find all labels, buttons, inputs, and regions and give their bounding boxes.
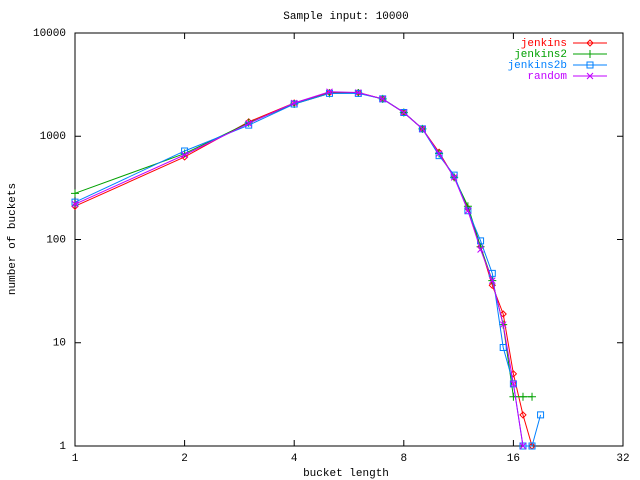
x-tick-label: 4: [291, 453, 298, 465]
data-point: [499, 321, 507, 328]
data-point: [477, 246, 484, 253]
data-point: [519, 442, 527, 450]
data-point: [528, 392, 537, 401]
data-point: [326, 88, 333, 96]
y-tick-label: 1000: [40, 131, 66, 143]
data-point: [450, 173, 458, 181]
plot-frame: [74, 32, 624, 447]
y-tick-label: 10: [53, 338, 66, 350]
data-point: [519, 411, 527, 419]
legend-label: jenkins: [521, 38, 567, 50]
series-line: [74, 92, 542, 447]
y-tick-label: 1: [59, 441, 66, 453]
data-point: [435, 150, 443, 157]
data-point: [537, 411, 545, 419]
data-point: [418, 125, 426, 133]
data-point: [528, 442, 536, 450]
data-point: [71, 200, 79, 208]
data-point: [518, 392, 527, 401]
data-point: [181, 151, 188, 159]
legend-marker: [586, 61, 594, 69]
series-line: [74, 92, 533, 447]
legend-marker: [586, 50, 594, 58]
data-point: [354, 89, 362, 97]
data-point: [519, 442, 527, 450]
data-point: [290, 99, 298, 107]
data-point: [463, 202, 472, 211]
data-point: [245, 120, 253, 127]
data-point: [450, 171, 458, 179]
data-point: [290, 100, 298, 108]
legend-marker: [586, 39, 594, 47]
series-line: [74, 91, 524, 447]
data-point: [499, 343, 507, 351]
x-axis-label: bucket length: [303, 468, 389, 480]
x-tick-label: 32: [616, 453, 629, 465]
series-line: [74, 92, 533, 398]
data-point: [499, 310, 507, 318]
x-tick-label: 16: [507, 453, 520, 465]
data-point: [71, 198, 79, 206]
data-point: [509, 392, 518, 401]
x-tick-label: 1: [72, 453, 79, 465]
y-tick-label: 10000: [33, 28, 66, 40]
data-point: [379, 95, 387, 103]
chart-title: Sample input: 10000: [283, 11, 408, 23]
data-point: [464, 207, 472, 215]
legend-marker: [586, 72, 594, 80]
data-point: [419, 125, 426, 133]
legend-label: jenkins2: [514, 49, 567, 61]
x-tick-label: 2: [181, 453, 188, 465]
data-point: [71, 189, 79, 198]
y-axis-label: number of buckets: [7, 183, 19, 295]
x-tick-label: 8: [400, 453, 407, 465]
legend-label: jenkins2b: [508, 60, 567, 72]
data-point: [379, 95, 387, 103]
y-tick-label: 100: [46, 234, 66, 246]
data-point: [488, 277, 496, 284]
data-point: [510, 380, 517, 388]
legend-label: random: [527, 71, 567, 83]
data-point: [488, 269, 496, 277]
data-point: [464, 207, 472, 215]
data-point: [354, 89, 362, 96]
data-point: [400, 109, 408, 116]
